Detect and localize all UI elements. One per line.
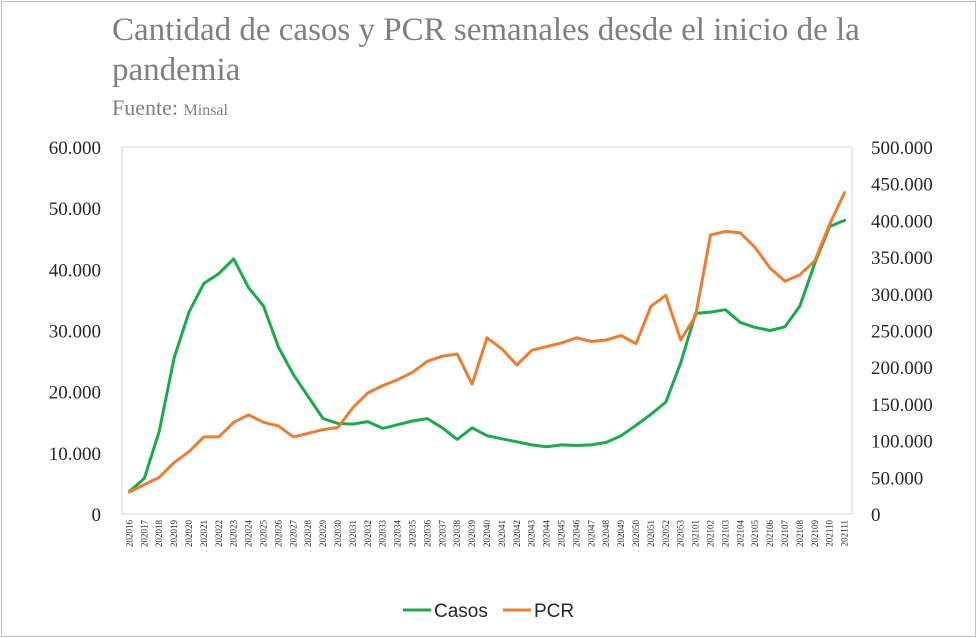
x-tick-label: 202105	[750, 520, 760, 548]
x-tick-label: 202025	[259, 520, 269, 548]
y-right-tick-label: 150.000	[871, 395, 933, 416]
x-tick-label: 202101	[691, 520, 701, 547]
x-tick-label: 202026	[273, 520, 283, 548]
x-tick-label: 202021	[199, 520, 209, 547]
x-tick-label: 202108	[795, 520, 805, 548]
x-tick-label: 202027	[288, 520, 298, 548]
x-tick-label: 202107	[780, 520, 790, 548]
x-tick-label: 202050	[631, 520, 641, 548]
x-tick-label: 202019	[169, 520, 179, 548]
y-left-tick-label: 50.000	[49, 199, 101, 220]
legend-label-pcr: PCR	[534, 601, 574, 622]
x-tick-label: 202029	[318, 520, 328, 548]
x-tick-label: 202044	[542, 520, 552, 548]
y-left-tick-label: 60.000	[49, 138, 101, 159]
series-line-casos	[127, 218, 847, 493]
x-tick-label: 202040	[482, 520, 492, 548]
x-tick-label: 202035	[408, 520, 418, 548]
x-tick-label: 202018	[154, 520, 164, 548]
y-left-tick-label: 30.000	[49, 322, 101, 343]
x-tick-label: 202110	[825, 520, 835, 547]
legend-label-casos: Casos	[434, 601, 488, 622]
y-right-tick-label: 100.000	[871, 432, 933, 453]
y-right-tick-label: 400.000	[871, 211, 933, 232]
x-tick-label: 202052	[661, 520, 671, 547]
x-tick-label: 202024	[244, 520, 254, 548]
x-tick-label: 202017	[139, 520, 149, 548]
x-tick-label: 202036	[422, 520, 432, 548]
x-tick-label: 202022	[214, 520, 224, 547]
series-line-pcr	[127, 191, 847, 494]
y-right-tick-label: 300.000	[871, 285, 933, 306]
plot-area	[121, 146, 853, 515]
x-tick-label: 202045	[556, 520, 566, 548]
x-tick-label: 202034	[393, 520, 403, 548]
x-tick-label: 202020	[184, 520, 194, 548]
x-tick-label: 202046	[571, 520, 581, 548]
y-right-tick-label: 200.000	[871, 358, 933, 379]
y-right-tick-label: 250.000	[871, 322, 933, 343]
x-tick-label: 202039	[467, 520, 477, 548]
x-tick-label: 202042	[512, 520, 522, 547]
x-tick-label: 202033	[378, 520, 388, 548]
y-right-tick-label: 450.000	[871, 175, 933, 196]
x-tick-label: 202023	[229, 520, 239, 548]
x-tick-label: 202031	[348, 520, 358, 547]
x-tick-label: 202049	[616, 520, 626, 548]
x-tick-label: 202051	[646, 520, 656, 547]
x-tick-label: 202030	[333, 520, 343, 548]
x-tick-label: 202041	[497, 520, 507, 547]
x-tick-label: 202103	[720, 520, 730, 548]
x-tick-label: 202111	[840, 520, 850, 546]
y-left-tick-label: 40.000	[49, 260, 101, 281]
y-left-tick-label: 10.000	[49, 444, 101, 465]
x-tick-label: 202016	[124, 520, 134, 548]
x-tick-label: 202043	[527, 520, 537, 548]
y-right-tick-label: 0	[871, 505, 881, 526]
x-tick-label: 202032	[363, 520, 373, 547]
x-tick-label: 202109	[810, 520, 820, 548]
x-tick-label: 202104	[735, 520, 745, 548]
y-left-tick-label: 20.000	[49, 383, 101, 404]
chart-source: Fuente: Minsal	[112, 95, 228, 120]
source-value: Minsal	[183, 102, 228, 119]
source-label: Fuente	[112, 95, 172, 120]
x-tick-label: 202048	[601, 520, 611, 548]
y-left-tick-label: 0	[92, 505, 102, 526]
y-right-tick-label: 500.000	[871, 138, 933, 159]
y-right-tick-label: 350.000	[871, 248, 933, 269]
x-tick-label: 202106	[765, 520, 775, 548]
x-tick-label: 202053	[676, 520, 686, 548]
x-tick-label: 202047	[586, 520, 596, 548]
x-tick-label: 202038	[452, 520, 462, 548]
x-tick-label: 202102	[705, 520, 715, 547]
y-right-tick-label: 50.000	[871, 468, 923, 489]
x-tick-label: 202028	[303, 520, 313, 548]
chart-title: Cantidad de casos y PCR semanales desde …	[112, 12, 860, 88]
x-tick-label: 202037	[437, 520, 447, 548]
